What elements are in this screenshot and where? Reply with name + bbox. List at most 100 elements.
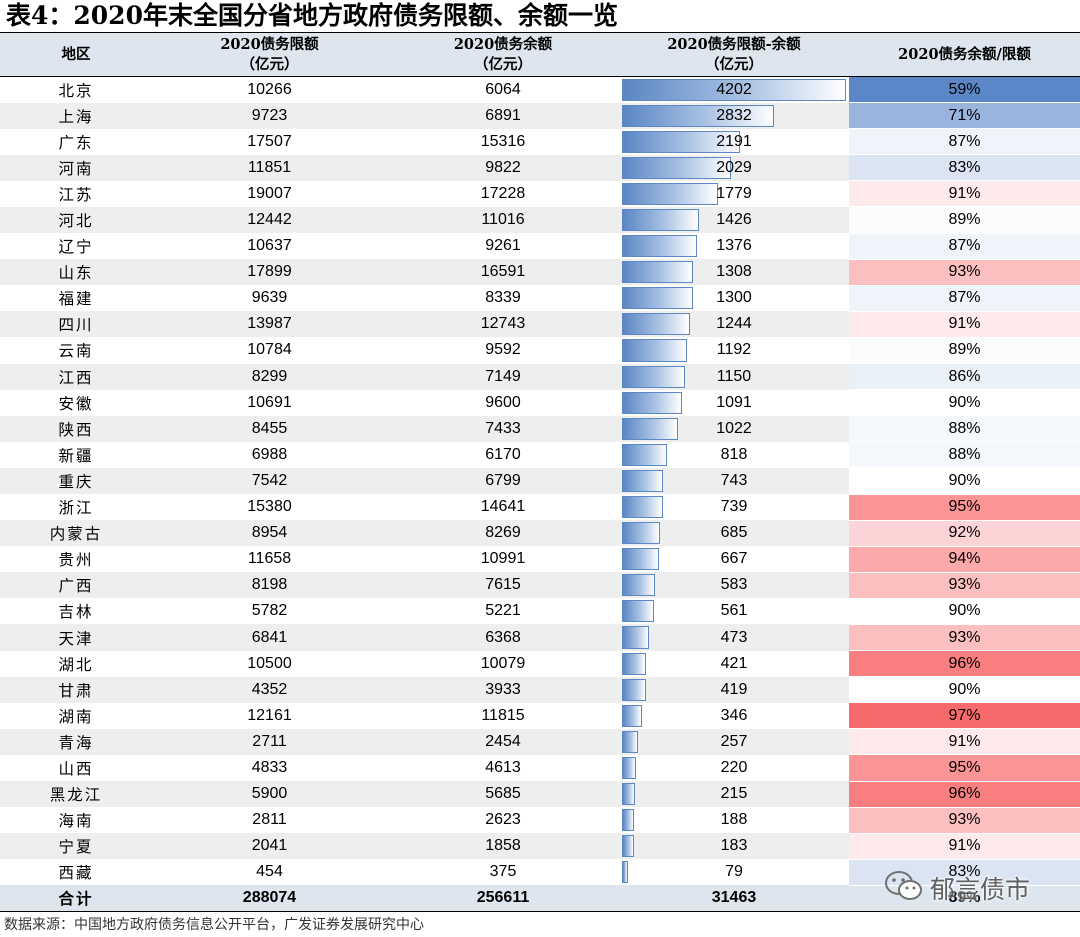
difference-cell: 743 <box>619 468 849 494</box>
balance-cell: 5221 <box>485 602 521 620</box>
difference-cell: 1308 <box>619 259 849 285</box>
ratio-cell: 88% <box>849 441 1080 469</box>
region-cell: 甘肃 <box>58 681 94 700</box>
table-row: 山东 17899 16591 1308 93% <box>0 259 1080 286</box>
ratio-cell: 93% <box>849 259 1080 286</box>
balance-cell: 16591 <box>480 263 526 281</box>
total-region: 合计 <box>0 885 152 913</box>
difference-value: 583 <box>720 576 748 594</box>
limit-cell: 13987 <box>247 315 292 333</box>
table-row: 湖北 10500 10079 421 96% <box>0 650 1080 678</box>
limit-cell: 2041 <box>251 837 288 855</box>
table-row: 江苏 19007 17228 1779 91% <box>0 180 1080 208</box>
difference-value: 1376 <box>716 237 752 255</box>
difference-cell: 739 <box>619 494 849 520</box>
difference-cell: 1150 <box>619 364 849 390</box>
difference-value: 1308 <box>716 263 752 281</box>
difference-value: 183 <box>720 837 748 855</box>
region-cell: 重庆 <box>58 472 94 491</box>
limit-cell: 17899 <box>247 263 292 281</box>
difference-value: 346 <box>720 706 748 724</box>
table-row: 安徽 10691 9600 1091 90% <box>0 389 1080 417</box>
ratio-cell: 89% <box>849 206 1080 234</box>
region-cell: 广东 <box>58 133 94 152</box>
table-row: 广东 17507 15316 2191 87% <box>0 128 1080 156</box>
balance-cell: 11016 <box>481 211 525 229</box>
difference-value: 2191 <box>716 132 752 150</box>
limit-cell: 4833 <box>251 758 288 776</box>
ratio-cell: 90% <box>849 389 1080 417</box>
ratio-cell: 94% <box>849 546 1080 573</box>
ratio-cell: 87% <box>849 285 1080 312</box>
data-bar <box>622 391 682 414</box>
data-bar <box>622 861 628 884</box>
header-difference: 2020债务限额-余额 （亿元） <box>619 32 849 77</box>
difference-value: 473 <box>720 628 748 646</box>
balance-cell: 4613 <box>485 758 521 776</box>
region-cell: 北京 <box>58 81 94 100</box>
balance-cell: 9261 <box>485 237 521 255</box>
balance-cell: 15316 <box>480 132 526 150</box>
table-row: 福建 9639 8339 1300 87% <box>0 285 1080 312</box>
ratio-cell: 96% <box>849 650 1080 678</box>
region-cell: 新疆 <box>58 446 94 465</box>
region-cell: 河北 <box>58 212 94 231</box>
region-cell: 内蒙古 <box>49 525 103 544</box>
region-cell: 贵州 <box>58 551 94 570</box>
difference-cell: 1244 <box>619 311 849 337</box>
limit-cell: 8455 <box>251 419 288 437</box>
limit-cell: 15380 <box>247 498 292 516</box>
ratio-cell: 93% <box>849 807 1080 834</box>
table-row: 贵州 11658 10991 667 94% <box>0 546 1080 573</box>
wechat-icon <box>884 869 924 907</box>
balance-cell: 2454 <box>485 732 521 750</box>
limit-cell: 7542 <box>251 471 288 489</box>
balance-cell: 9600 <box>485 393 521 411</box>
difference-cell: 1376 <box>619 233 849 259</box>
data-bar <box>622 79 846 101</box>
limit-cell: 10266 <box>247 80 292 98</box>
data-bar <box>622 835 634 858</box>
table-row: 西藏 454 375 79 83% <box>0 859 1080 886</box>
difference-value: 685 <box>720 524 748 542</box>
difference-value: 743 <box>720 471 748 489</box>
difference-cell: 346 <box>619 703 849 729</box>
difference-cell: 685 <box>619 520 849 546</box>
ratio-cell: 90% <box>849 467 1080 495</box>
difference-cell: 667 <box>619 546 849 572</box>
region-cell: 江苏 <box>58 185 94 204</box>
limit-cell: 11658 <box>247 550 292 568</box>
header-limit: 2020债务限额 （亿元） <box>152 32 387 77</box>
difference-cell: 4202 <box>619 77 849 103</box>
limit-cell: 8954 <box>251 524 288 542</box>
ratio-cell: 83% <box>849 154 1080 182</box>
limit-cell: 9639 <box>251 289 288 307</box>
balance-cell: 7149 <box>485 367 521 385</box>
limit-cell: 10500 <box>247 654 292 672</box>
data-bar <box>622 469 663 492</box>
region-cell: 江西 <box>58 368 94 387</box>
region-cell: 广西 <box>58 577 94 596</box>
ratio-cell: 71% <box>849 102 1080 130</box>
header-ratio: 2020债务余额/限额 <box>849 32 1080 77</box>
balance-cell: 12743 <box>480 315 526 333</box>
region-cell: 西藏 <box>58 864 94 883</box>
difference-value: 1244 <box>716 315 752 333</box>
data-bar <box>622 652 646 675</box>
limit-cell: 8299 <box>251 367 288 385</box>
region-cell: 云南 <box>58 342 94 361</box>
difference-value: 257 <box>720 732 748 750</box>
ratio-cell: 92% <box>849 520 1080 547</box>
difference-cell: 2029 <box>619 155 849 181</box>
difference-value: 188 <box>720 811 748 829</box>
table-row: 上海 9723 6891 2832 71% <box>0 102 1080 130</box>
table-row: 湖南 12161 11815 346 97% <box>0 702 1080 730</box>
difference-value: 739 <box>720 498 748 516</box>
data-bar <box>622 130 740 153</box>
difference-value: 421 <box>720 654 748 672</box>
data-bar <box>622 208 699 232</box>
balance-cell: 8339 <box>485 289 521 307</box>
difference-value: 1426 <box>716 211 752 229</box>
difference-value: 1192 <box>716 341 752 359</box>
difference-cell: 257 <box>619 729 849 755</box>
